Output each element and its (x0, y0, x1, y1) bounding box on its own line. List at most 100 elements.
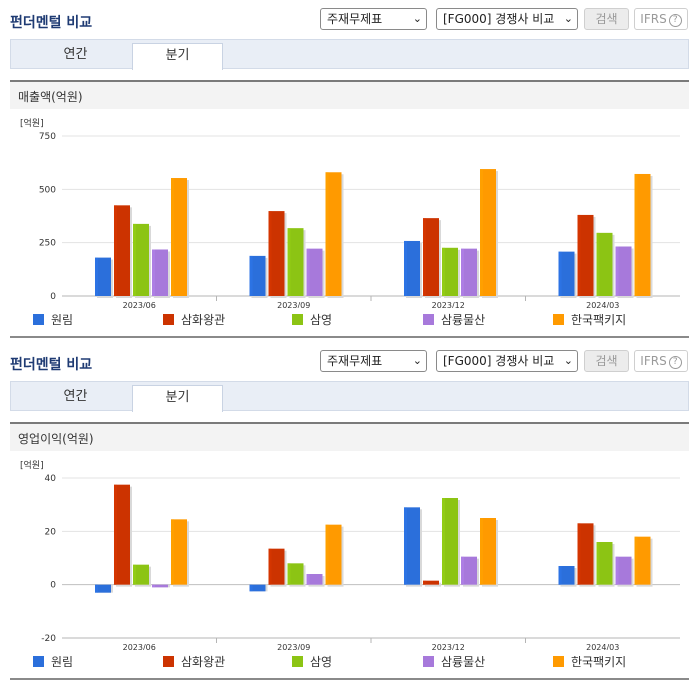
bar-삼영[interactable] (442, 247, 458, 296)
ifrs-button[interactable]: IFRS? (634, 350, 688, 372)
bar-원림[interactable] (404, 507, 420, 585)
bar-삼영[interactable] (287, 563, 304, 585)
legend-swatch (163, 314, 174, 325)
bar-삼화왕관[interactable] (577, 523, 594, 585)
bar-한국팩키지[interactable] (171, 178, 187, 296)
bar-삼화왕관[interactable] (268, 211, 285, 296)
operating-profit-bar-chart: [억원] -20 0 20 40 2023/06 2023/09 2023/12 2024/03 (20, 459, 680, 650)
bar-한국팩키지[interactable] (480, 518, 496, 585)
bar-highlight (615, 246, 619, 296)
search-button[interactable]: 검색 (584, 350, 629, 372)
bar-삼륭물산[interactable] (461, 556, 477, 585)
bar-삼영[interactable] (287, 228, 304, 296)
comparison-select[interactable]: [FG000] 경쟁사 비교 ⌄ (436, 350, 578, 372)
bar-highlight (404, 240, 407, 296)
ifrs-label: IFRS (640, 12, 667, 26)
bar-highlight (615, 556, 619, 585)
bar-삼화왕관[interactable] (423, 580, 439, 585)
bar-삼륭물산[interactable] (615, 556, 632, 585)
legend-item[interactable]: 삼륭물산 (423, 311, 485, 331)
bar-highlight (268, 211, 272, 296)
legend-item[interactable]: 삼영 (292, 653, 332, 673)
bar-삼영[interactable] (596, 542, 613, 585)
x-tick-label: 2024/03 (586, 301, 619, 308)
bar-highlight (558, 251, 562, 296)
legend-swatch (33, 314, 44, 325)
bar-highlight (596, 232, 600, 296)
bar-한국팩키지[interactable] (325, 172, 342, 296)
legend-label: 원림 (51, 313, 74, 327)
chart-legend: 원림 삼화왕관 삼영 삼륭물산 한국팩키지 (0, 653, 696, 673)
bar-원림[interactable] (249, 584, 266, 592)
chevron-down-icon: ⌄ (563, 12, 573, 25)
ifrs-button[interactable]: IFRS? (634, 8, 688, 30)
y-tick-label: 0 (50, 581, 56, 591)
bar-삼륭물산[interactable] (306, 574, 323, 585)
legend-item[interactable]: 삼영 (292, 311, 332, 331)
legend-swatch (423, 314, 434, 325)
x-tick-label: 2023/12 (432, 643, 465, 650)
bar-한국팩키지[interactable] (634, 536, 651, 585)
bar-원림[interactable] (558, 566, 575, 585)
bar-원림[interactable] (95, 257, 111, 296)
tab-annual[interactable]: 연간 (63, 47, 88, 62)
bar-highlight (461, 556, 464, 585)
bar-삼륭물산[interactable] (152, 584, 168, 588)
legend-item[interactable]: 한국팩키지 (553, 653, 626, 673)
bar-원림[interactable] (558, 251, 575, 296)
help-icon: ? (668, 14, 682, 27)
bar-highlight (95, 257, 98, 296)
bar-삼륭물산[interactable] (152, 249, 168, 296)
bar-삼륭물산[interactable] (615, 246, 632, 296)
statement-select[interactable]: 주재무제표 ⌄ (320, 350, 427, 372)
legend-swatch (553, 656, 564, 667)
tab-quarterly[interactable]: 분기 (132, 385, 223, 412)
legend-item[interactable]: 한국팩키지 (553, 311, 626, 331)
bar-highlight (442, 247, 445, 296)
legend-item[interactable]: 원림 (33, 311, 73, 331)
bar-highlight (171, 519, 174, 585)
legend-label: 삼화왕관 (181, 655, 226, 669)
bar-원림[interactable] (95, 584, 111, 593)
bar-highlight (480, 518, 483, 585)
search-button[interactable]: 검색 (584, 8, 629, 30)
legend-item[interactable]: 원림 (33, 653, 73, 673)
legend-item[interactable]: 삼화왕관 (163, 653, 225, 673)
bar-삼화왕관[interactable] (268, 548, 285, 585)
bar-삼륭물산[interactable] (461, 248, 477, 296)
bar-삼륭물산[interactable] (306, 248, 323, 296)
bar-한국팩키지[interactable] (480, 169, 496, 296)
legend-item[interactable]: 삼화왕관 (163, 311, 225, 331)
bar-highlight (249, 255, 253, 296)
panel-header: 펀더멘털 비교 주재무제표 ⌄ [FG000] 경쟁사 비교 ⌄ 검색 IFRS… (0, 0, 696, 38)
bar-highlight (461, 248, 464, 296)
tab-annual[interactable]: 연간 (63, 389, 88, 404)
bar-highlight (325, 172, 329, 296)
bar-삼영[interactable] (596, 232, 613, 296)
comparison-select[interactable]: [FG000] 경쟁사 비교 ⌄ (436, 8, 578, 30)
ifrs-label: IFRS (640, 354, 667, 368)
bar-삼영[interactable] (442, 498, 458, 585)
chart-header: 영업이익(억원) (10, 422, 689, 451)
bar-원림[interactable] (404, 240, 420, 296)
bar-highlight (287, 228, 291, 296)
fundamental-panel-sales: 펀더멘털 비교 주재무제표 ⌄ [FG000] 경쟁사 비교 ⌄ 검색 IFRS… (0, 0, 696, 338)
chart-title: 영업이익(억원) (18, 432, 94, 446)
bar-한국팩키지[interactable] (634, 173, 651, 296)
statement-select[interactable]: 주재무제표 ⌄ (320, 8, 427, 30)
chevron-down-icon: ⌄ (563, 354, 573, 367)
legend-swatch (163, 656, 174, 667)
legend-swatch (33, 656, 44, 667)
bar-삼화왕관[interactable] (114, 205, 130, 296)
bar-한국팩키지[interactable] (325, 524, 342, 585)
bar-삼화왕관[interactable] (577, 214, 594, 296)
bar-한국팩키지[interactable] (171, 519, 187, 585)
bar-삼영[interactable] (133, 564, 149, 585)
tab-quarterly[interactable]: 분기 (132, 43, 223, 70)
bar-삼화왕관[interactable] (114, 484, 130, 585)
bar-삼영[interactable] (133, 223, 149, 296)
panel-divider (10, 336, 689, 338)
bar-원림[interactable] (249, 255, 266, 296)
legend-item[interactable]: 삼륭물산 (423, 653, 485, 673)
bar-삼화왕관[interactable] (423, 218, 439, 296)
